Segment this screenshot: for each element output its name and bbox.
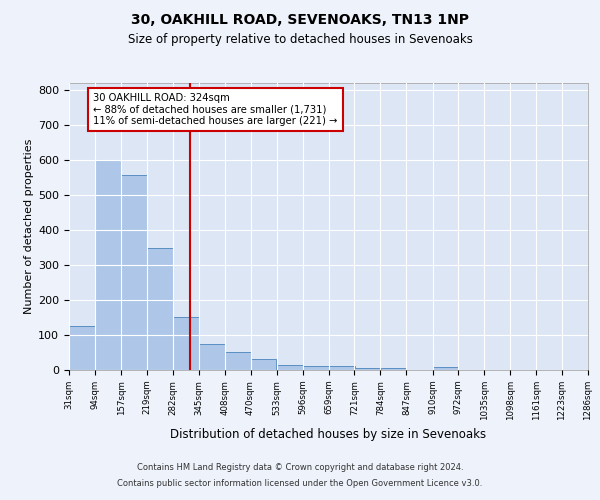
Bar bbox=[277, 366, 302, 370]
Bar bbox=[329, 366, 355, 370]
X-axis label: Distribution of detached houses by size in Sevenoaks: Distribution of detached houses by size … bbox=[170, 428, 487, 442]
Bar bbox=[303, 366, 329, 370]
Text: Size of property relative to detached houses in Sevenoaks: Size of property relative to detached ho… bbox=[128, 32, 472, 46]
Bar bbox=[147, 248, 173, 370]
Text: 30 OAKHILL ROAD: 324sqm
← 88% of detached houses are smaller (1,731)
11% of semi: 30 OAKHILL ROAD: 324sqm ← 88% of detache… bbox=[94, 93, 338, 126]
Bar bbox=[199, 344, 225, 370]
Bar bbox=[380, 368, 406, 370]
Bar bbox=[69, 326, 95, 370]
Text: Contains public sector information licensed under the Open Government Licence v3: Contains public sector information licen… bbox=[118, 478, 482, 488]
Text: 30, OAKHILL ROAD, SEVENOAKS, TN13 1NP: 30, OAKHILL ROAD, SEVENOAKS, TN13 1NP bbox=[131, 12, 469, 26]
Bar bbox=[433, 367, 458, 370]
Bar bbox=[95, 160, 121, 370]
Y-axis label: Number of detached properties: Number of detached properties bbox=[24, 138, 34, 314]
Bar bbox=[173, 318, 199, 370]
Text: Contains HM Land Registry data © Crown copyright and database right 2024.: Contains HM Land Registry data © Crown c… bbox=[137, 464, 463, 472]
Bar bbox=[225, 352, 251, 370]
Bar bbox=[355, 368, 380, 370]
Bar bbox=[121, 176, 147, 370]
Bar bbox=[251, 360, 277, 370]
